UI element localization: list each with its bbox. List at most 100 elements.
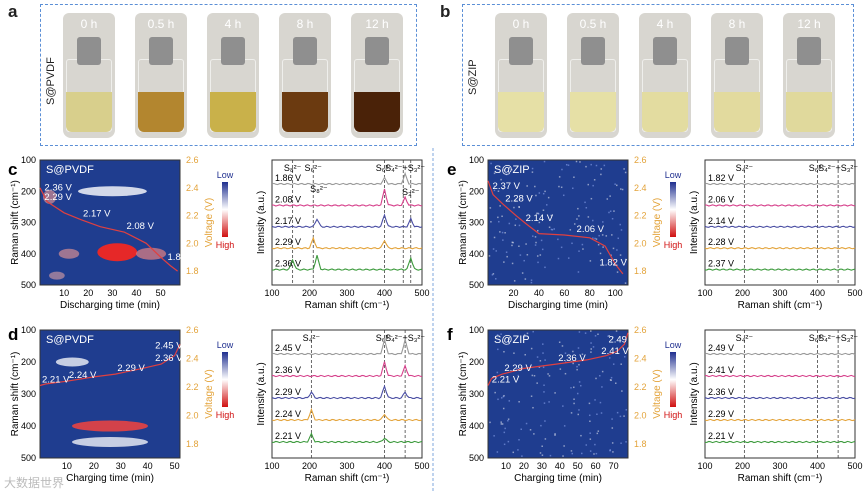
heatmap-speckle	[519, 254, 522, 256]
heatmap-speckle	[511, 241, 514, 244]
x-tick-label: 100	[264, 461, 279, 471]
y2-axis-label: Voltage (V)	[204, 198, 215, 247]
heatmap-speckle	[541, 454, 544, 456]
spectrum-line	[271, 188, 423, 207]
voltage-label: 2.06 V	[577, 224, 605, 235]
spectrum-line	[271, 171, 423, 186]
x-tick-label: 300	[772, 288, 787, 298]
spectrum-line	[704, 440, 856, 444]
heatmap-speckle	[581, 353, 584, 356]
heatmap-speckle	[544, 438, 547, 440]
x-tick-label: 70	[609, 461, 619, 471]
heatmap-speckle	[511, 262, 514, 265]
x-axis-label: Raman shift (cm⁻¹)	[738, 300, 823, 311]
x-tick-label: 100	[697, 461, 712, 471]
heatmap-speckle	[621, 188, 624, 191]
heatmap-speckle	[593, 453, 595, 455]
heatmap-speckle	[501, 215, 503, 218]
electrode-holder	[77, 37, 101, 65]
heatmap-title: S@ZIP	[494, 334, 530, 346]
heatmap-speckle	[609, 210, 612, 212]
heatmap-speckle	[620, 188, 622, 190]
electrode-holder	[581, 37, 605, 65]
heatmap-speckle	[557, 238, 559, 241]
heatmap-speckle	[595, 377, 597, 380]
vial-photo: 8 h	[279, 13, 331, 138]
heatmap-speckle	[610, 376, 613, 379]
peak-label: S₄²⁻+S₃²⁻	[385, 163, 425, 173]
y2-tick-label: 2.2	[186, 382, 199, 392]
heatmap-speckle	[537, 213, 540, 215]
heatmap-background	[39, 329, 181, 459]
heatmap-speckle	[530, 281, 533, 284]
heatmap-speckle	[553, 228, 556, 230]
x-tick-label: 50	[156, 288, 166, 298]
x-tick-label: 300	[339, 288, 354, 298]
heatmap-speckle	[537, 261, 539, 264]
heatmap-speckle	[536, 356, 539, 358]
heatmap-speckle	[518, 224, 521, 227]
heatmap-speckle	[540, 239, 543, 242]
colorbar-high-label: High	[664, 240, 683, 250]
heatmap-speckle	[589, 450, 592, 452]
vial-photo: 12 h	[783, 13, 835, 138]
heatmap-speckle	[585, 444, 588, 446]
x-tick-label: 400	[810, 288, 825, 298]
vial-photo: 4 h	[207, 13, 259, 138]
heatmap-speckle	[530, 347, 533, 350]
y2-tick-label: 2.4	[634, 353, 647, 363]
spectra-frame	[704, 329, 856, 459]
vial-photo: 0.5 h	[135, 13, 187, 138]
y-tick-label: 300	[469, 389, 484, 399]
heatmap-speckle	[589, 438, 592, 440]
series-voltage-label: 2.37 V	[708, 259, 734, 269]
heatmap-speckle	[497, 216, 499, 219]
heatmap-speckle	[543, 384, 545, 386]
heatmap-speckle	[502, 395, 505, 398]
x-tick-label: 80	[585, 288, 595, 298]
heatmap-speckle	[493, 435, 495, 437]
electrode-holder	[293, 37, 317, 65]
spectrum-line	[271, 407, 423, 422]
x-tick-label: 40	[534, 288, 544, 298]
heatmap-speckle	[614, 183, 616, 185]
heatmap-speckle	[601, 370, 604, 373]
heatmap-speckle	[489, 421, 491, 424]
heatmap-speckle	[577, 207, 579, 210]
heatmap-speckle	[571, 242, 573, 245]
series-voltage-label: 2.36 V	[708, 387, 734, 397]
x-tick-label: 500	[414, 288, 429, 298]
heatmap-speckle	[615, 382, 617, 384]
heatmap-speckle	[573, 398, 575, 400]
x-tick-label: 50	[170, 461, 180, 471]
heatmap-speckle	[617, 237, 620, 240]
heatmap-speckle	[543, 391, 545, 393]
y2-axis-label: Voltage (V)	[652, 198, 663, 247]
heatmap-speckle	[593, 179, 596, 181]
series-voltage-label: 2.06 V	[708, 194, 734, 204]
electrode-holder	[221, 37, 245, 65]
voltage-label: 2.41 V	[601, 346, 629, 357]
heatmap-speckle	[518, 245, 520, 248]
heatmap-speckle	[536, 255, 539, 257]
vial-photo: 8 h	[711, 13, 763, 138]
panel-label-e: e	[447, 160, 456, 179]
y-tick-label: 100	[21, 325, 36, 335]
heatmap-speckle	[518, 439, 520, 441]
heatmap-speckle	[491, 274, 494, 276]
x-tick-label: 100	[608, 288, 623, 298]
heatmap-speckle	[621, 390, 623, 392]
y2-tick-label: 2.2	[634, 211, 647, 221]
heatmap-speckle	[599, 374, 601, 377]
heatmap-speckle	[606, 198, 609, 200]
heatmap-speckle	[602, 221, 604, 223]
heatmap-speckle	[538, 221, 541, 224]
voltage-label: 2.29 V	[44, 192, 72, 203]
heatmap-speckle	[518, 206, 520, 208]
heatmap-speckle	[560, 186, 563, 189]
heatmap-speckle	[514, 224, 517, 227]
heatmap-speckle	[578, 215, 580, 217]
peak-label: S₆²⁻	[305, 163, 323, 173]
y-tick-label: 300	[21, 218, 36, 228]
electrode-holder	[653, 37, 677, 65]
